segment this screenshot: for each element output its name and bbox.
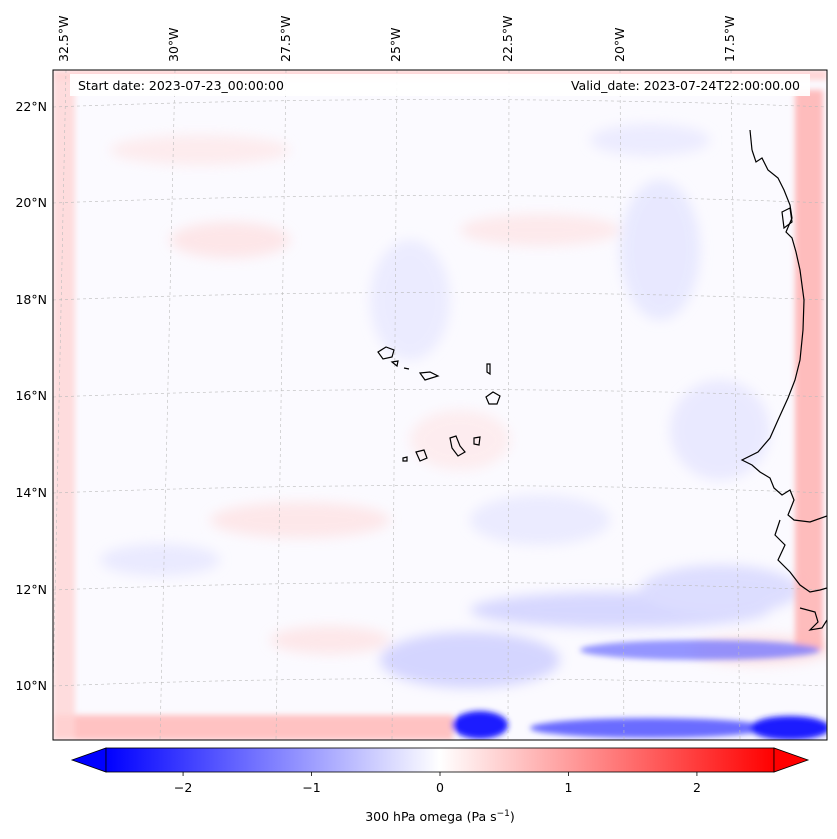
start-date-label: Start date: 2023-07-23_00:00:00 [78, 78, 284, 93]
lon-label: 20°W [612, 27, 627, 62]
lon-label: 27.5°W [278, 16, 293, 62]
cape-verde-sao-vicente [390, 360, 399, 368]
lat-label: 18°N [15, 292, 47, 307]
colorbar-label: 300 hPa omega (Pa s−1) [365, 809, 515, 824]
colorbar-extend-low [70, 747, 107, 773]
africa-coast [740, 149, 827, 523]
cape-verde-boa-vista [485, 391, 501, 405]
coastlines [377, 129, 827, 631]
latitude-labels: 22°N 20°N 18°N 16°N 14°N 12°N 10°N [15, 99, 47, 693]
lon-label: 17.5°W [722, 16, 737, 62]
colorbar-tick-label: 2 [693, 780, 701, 795]
colorbar-tick-label: −1 [302, 780, 320, 795]
colorbar-body [105, 747, 775, 773]
cape-verde-maio [473, 436, 481, 446]
lat-label: 10°N [15, 678, 47, 693]
cape-verde-santo-antao [377, 346, 395, 360]
colorbar-ticks: −2 −1 0 1 2 [174, 772, 701, 795]
colorbar: −2 −1 0 1 2 300 hPa omega (Pa s−1) [70, 747, 810, 824]
gridlines [53, 70, 827, 740]
cape-verde-brava [402, 456, 408, 462]
lat-label: 12°N [15, 582, 47, 597]
valid-date-label: Valid_date: 2023-07-24T22:00:00.00 [571, 78, 800, 93]
cape-verde-santiago [449, 435, 466, 457]
longitude-labels: 32.5°W 30°W 27.5°W 25°W 22.5°W 20°W 17.5… [56, 16, 737, 62]
cape-verde-fogo [415, 449, 428, 462]
colorbar-extend-high [773, 747, 810, 773]
lat-label: 20°N [15, 195, 47, 210]
lon-label: 25°W [388, 27, 403, 62]
header-bg [70, 74, 810, 96]
colorbar-tick-label: −2 [174, 780, 192, 795]
lat-label: 14°N [15, 485, 47, 500]
lat-label: 22°N [15, 99, 47, 114]
colorbar-tick-label: 1 [564, 780, 572, 795]
cape-verde-sal [486, 363, 491, 376]
lon-label: 30°W [166, 27, 181, 62]
cape-verde-sao-nicolau [418, 371, 440, 381]
lon-label: 32.5°W [56, 16, 71, 62]
lat-label: 16°N [15, 388, 47, 403]
omega-field [53, 70, 827, 740]
colorbar-tick-label: 0 [436, 780, 444, 795]
map-frame [52, 69, 828, 741]
lon-label: 22.5°W [500, 16, 515, 62]
